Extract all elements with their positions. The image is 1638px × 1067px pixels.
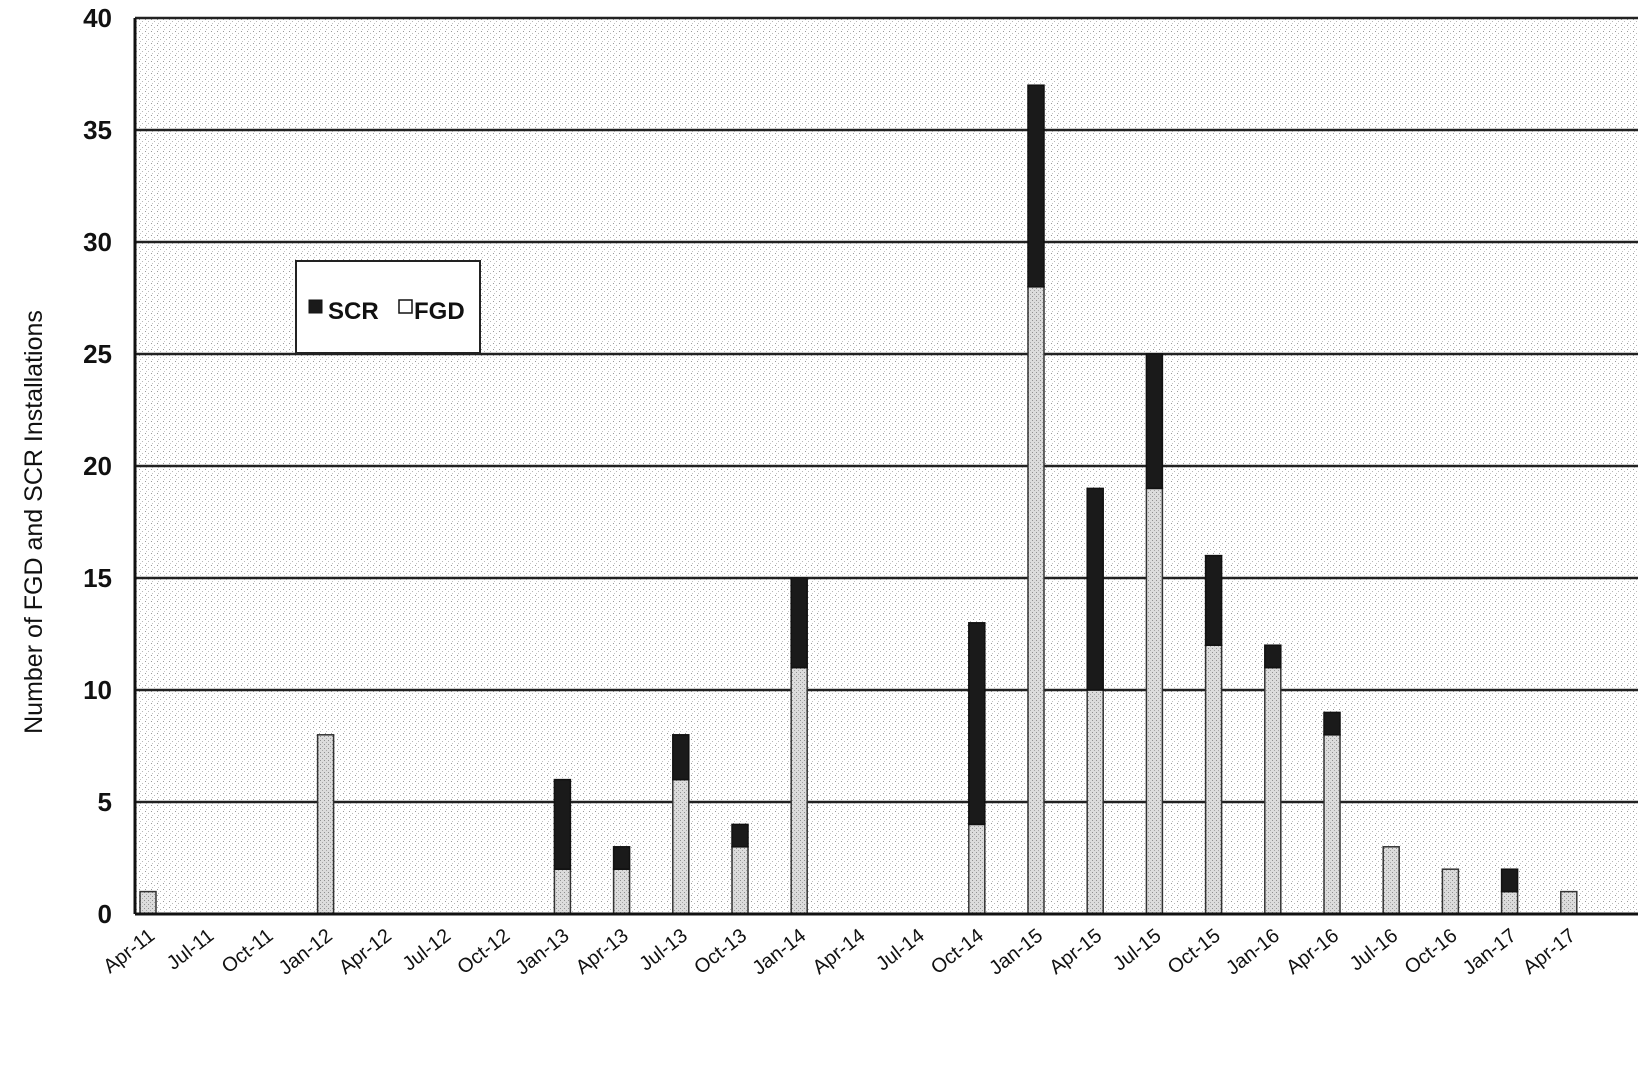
bar-scr xyxy=(1027,84,1045,288)
x-tick-label: Jan-16 xyxy=(1222,925,1284,980)
y-tick-label: 25 xyxy=(83,339,112,369)
x-tick-label: Jul-16 xyxy=(1346,925,1402,976)
x-tick-label: Jan-14 xyxy=(749,925,811,980)
x-tick-label: Jul-11 xyxy=(163,925,218,975)
y-tick-label: 30 xyxy=(83,227,112,257)
y-tick-label: 35 xyxy=(83,115,112,145)
bar-scr xyxy=(1323,711,1341,736)
y-tick-labels: 0 5 10 15 20 25 30 35 40 xyxy=(83,3,112,929)
y-tick-label: 10 xyxy=(83,675,112,705)
bar-scr xyxy=(1264,644,1282,669)
bar-scr xyxy=(790,577,808,669)
bar-scr xyxy=(1204,554,1223,646)
legend-box xyxy=(295,260,481,354)
legend-label-fgd: FGD xyxy=(414,298,465,325)
bar-fgd xyxy=(1441,868,1460,915)
x-tick-label: Apr-13 xyxy=(572,925,633,979)
bar-fgd xyxy=(1560,890,1578,915)
bar-scr xyxy=(1086,487,1104,691)
bar-fgd xyxy=(1027,286,1045,915)
x-tick-label: Jul-14 xyxy=(872,925,928,976)
bar-fgd xyxy=(1500,890,1519,915)
bar-fgd xyxy=(1086,689,1104,915)
x-tick-label: Apr-16 xyxy=(1282,925,1343,979)
x-tick-label: Apr-15 xyxy=(1045,925,1106,979)
bar-fgd xyxy=(1382,846,1400,915)
bar-fgd xyxy=(1145,487,1164,915)
bar-fgd xyxy=(790,666,808,915)
bar-fgd xyxy=(316,734,335,915)
bar-scr xyxy=(1145,353,1164,490)
y-tick-label: 40 xyxy=(83,3,112,33)
x-tick-label: Jan-13 xyxy=(512,925,574,980)
bars xyxy=(139,84,1578,915)
legend-swatch-scr xyxy=(308,299,323,314)
x-tick-label: Apr-12 xyxy=(335,925,396,979)
y-tick-label: 15 xyxy=(83,563,112,593)
x-tick-label: Oct-12 xyxy=(453,925,514,979)
x-tick-label: Apr-14 xyxy=(809,925,870,979)
y-tick-label: 20 xyxy=(83,451,112,481)
legend: SCR FGD xyxy=(295,260,481,354)
x-tick-label: Jul-12 xyxy=(399,925,455,976)
x-tick-label: Jan-17 xyxy=(1459,925,1521,980)
bar-fgd xyxy=(612,868,631,915)
bar-scr xyxy=(672,734,690,781)
bar-fgd xyxy=(968,823,986,915)
bar-scr xyxy=(612,846,631,870)
x-tick-label: Jan-15 xyxy=(985,925,1047,980)
y-axis-label: Number of FGD and SCR Installations xyxy=(20,310,48,734)
bar-fgd xyxy=(1264,666,1282,915)
bar-fgd xyxy=(672,778,690,915)
x-tick-label: Oct-11 xyxy=(218,925,278,978)
bar-scr xyxy=(553,778,572,870)
bar-fgd xyxy=(1204,644,1223,915)
x-tick-label: Jul-13 xyxy=(635,925,691,976)
bar-fgd xyxy=(553,868,572,915)
x-tick-label: Oct-16 xyxy=(1401,925,1462,979)
x-tick-label: Apr-11 xyxy=(99,925,159,978)
x-tick-label: Jan-12 xyxy=(275,925,337,980)
bar-fgd xyxy=(1323,734,1341,915)
legend-label-scr: SCR xyxy=(328,298,379,325)
bar-fgd xyxy=(139,890,157,915)
gridlines xyxy=(135,16,1638,804)
y-tick-label: 0 xyxy=(98,899,112,929)
bar-scr xyxy=(731,823,749,848)
bar-fgd xyxy=(731,846,749,915)
bar-scr xyxy=(1500,868,1519,893)
y-tick-label: 5 xyxy=(98,787,112,817)
x-tick-label: Oct-13 xyxy=(690,925,751,979)
bar-scr xyxy=(968,622,986,826)
legend-swatch-fgd xyxy=(398,299,413,314)
x-tick-label: Jul-15 xyxy=(1109,925,1165,976)
x-tick-label: Oct-15 xyxy=(1164,925,1225,979)
x-tick-label: Apr-17 xyxy=(1519,925,1580,979)
x-tick-label: Oct-14 xyxy=(927,925,988,979)
